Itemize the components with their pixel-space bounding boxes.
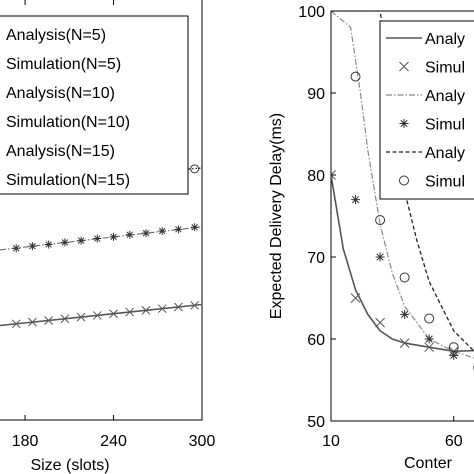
right-x-axis-label: Conter xyxy=(404,455,453,472)
left-series-3-marker-0 xyxy=(12,244,21,253)
left-series-1-marker-11 xyxy=(190,164,200,174)
right-series-3-marker-4 xyxy=(449,350,459,360)
right-series-1-marker-3 xyxy=(399,338,410,348)
left-legend-box xyxy=(0,15,189,195)
left-series-5-marker-1 xyxy=(28,317,37,327)
right-legend-label-1: Simul xyxy=(425,60,465,77)
right-series-1-marker-1 xyxy=(350,293,361,303)
left-series-3-marker-2 xyxy=(44,240,53,249)
left-series-3-marker-3 xyxy=(60,238,69,247)
right-legend-label-0: Analy xyxy=(425,31,465,48)
right-series-5-marker-4 xyxy=(448,342,459,353)
right-series-5-marker-2 xyxy=(399,272,410,283)
left-series-3-marker-5 xyxy=(93,234,102,243)
left-series-3-marker-6 xyxy=(109,232,118,241)
left-x-tick-label-1: 240 xyxy=(100,433,127,450)
right-x-tick-label-1: 60 xyxy=(445,433,463,450)
left-series-5-marker-5 xyxy=(92,311,102,320)
left-series-3-marker-1 xyxy=(28,242,37,251)
left-x-tick-label-0: 180 xyxy=(12,433,39,450)
right-y-tick-label-1: 60 xyxy=(307,332,325,349)
right-series-5-marker-1 xyxy=(375,215,386,226)
left-plot-frame xyxy=(0,0,203,421)
left-series-3-marker-7 xyxy=(125,230,134,239)
right-plot-frame xyxy=(330,10,474,422)
left-series-3-marker-10 xyxy=(174,225,183,234)
right-x-tick-label-0: 10 xyxy=(322,433,340,450)
left-chart: 180 240 300 Size (slots) Analysis(N=5) Simu… xyxy=(0,0,215,474)
left-series-5-marker-6 xyxy=(109,309,118,319)
left-series-5-marker-7 xyxy=(125,307,135,317)
left-series-5-marker-4 xyxy=(76,312,86,322)
left-legend: Analysis(N=5) Simulation(N=5) Analysis(N=1… xyxy=(0,15,189,195)
left-legend-label-4: Analysis(N=15) xyxy=(6,143,115,160)
right-legend-label-2: Analy xyxy=(425,88,465,105)
left-series-3-marker-8 xyxy=(141,229,150,238)
right-series-0-line xyxy=(331,174,474,353)
left-series-5-marker-10 xyxy=(174,302,183,312)
right-legend-label-3: Simul xyxy=(425,117,465,134)
right-y-tick-label-4: 90 xyxy=(307,86,325,103)
right-ticks: 50 60 70 80 90 100 10 60 xyxy=(298,4,462,450)
left-series-5-marker-11 xyxy=(190,300,199,310)
left-series-5-marker-3 xyxy=(60,314,70,324)
right-series-5-marker-3 xyxy=(424,313,435,324)
right-series-3-marker-1 xyxy=(375,252,385,262)
left-x-axis-label: Size (slots) xyxy=(30,457,109,474)
right-series-1-marker-2 xyxy=(375,317,385,328)
right-legend-label-5: Simul xyxy=(425,174,465,191)
left-series-5-marker-8 xyxy=(141,306,151,315)
left-series-4-line xyxy=(0,303,203,327)
left-series-5-marker-0 xyxy=(11,319,21,329)
right-legend-sample-3 xyxy=(399,119,409,128)
right-legend-label-4: Analy xyxy=(425,145,465,162)
left-series-5-marker-9 xyxy=(157,304,167,314)
right-y-tick-label-2: 70 xyxy=(307,250,325,267)
right-y-tick-label-0: 50 xyxy=(307,414,325,431)
right-legend-sample-5 xyxy=(399,175,409,186)
right-series-1-marker-0 xyxy=(331,170,336,180)
right-series-3-marker-0 xyxy=(351,195,361,205)
right-series-1-marker-4 xyxy=(424,342,435,353)
right-y-tick-label-3: 80 xyxy=(307,168,325,185)
right-legend-sample-1 xyxy=(399,61,409,72)
right-series-3-marker-3 xyxy=(424,334,434,344)
left-series-5-marker-2 xyxy=(44,316,54,325)
right-series-3-marker-2 xyxy=(400,309,410,319)
left-legend-label-0: Analysis(N=5) xyxy=(6,27,106,44)
left-series-3-marker-9 xyxy=(158,227,167,235)
left-series-3-marker-11 xyxy=(190,223,199,232)
right-series-layer xyxy=(331,11,474,371)
left-legend-label-2: Analysis(N=10) xyxy=(6,85,115,102)
right-legend-box xyxy=(379,20,474,200)
left-series-3-marker-4 xyxy=(77,236,86,245)
left-series-2-line xyxy=(0,226,203,251)
right-y-tick-label-5: 100 xyxy=(298,4,325,21)
right-y-axis-label: Expected Delivery Delay(ms) xyxy=(268,113,285,319)
left-x-tick-label-2: 300 xyxy=(189,433,216,450)
left-legend-label-5: Simulation(N=15) xyxy=(6,172,130,189)
right-series-5-marker-0 xyxy=(350,71,361,82)
left-legend-label-3: Simulation(N=10) xyxy=(6,114,130,131)
right-chart: 50 60 70 80 90 100 10 60 Conter Expected Delive… xyxy=(268,4,474,472)
left-x-ticks: 180 240 300 xyxy=(12,0,216,450)
right-legend: Analy Simul Analy Simul Analy Simul xyxy=(379,20,474,200)
left-legend-label-1: Simulation(N=5) xyxy=(6,56,121,73)
